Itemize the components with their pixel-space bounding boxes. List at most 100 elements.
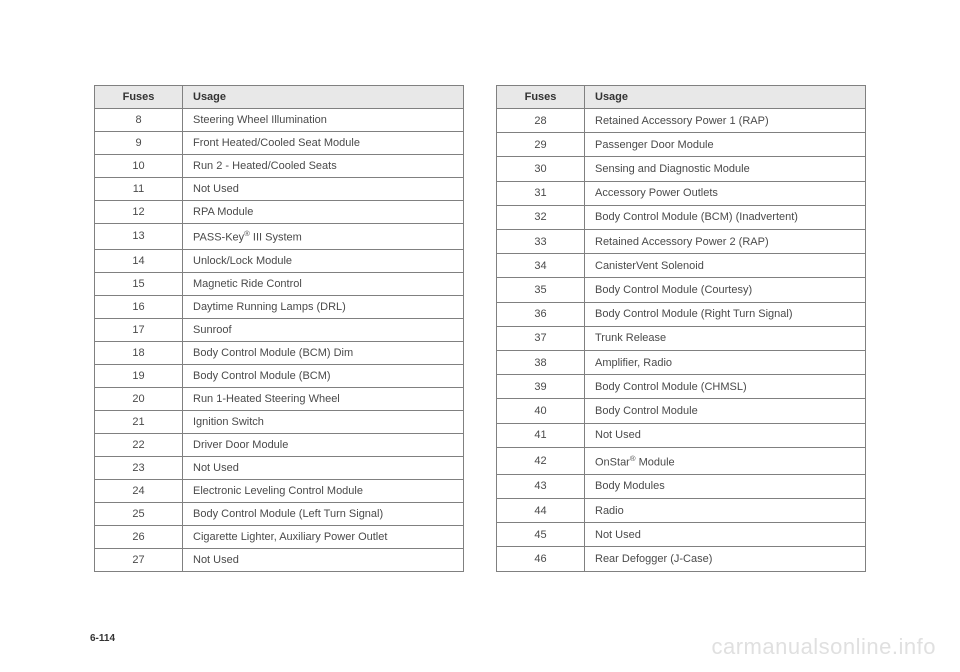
fuse-usage-cell: Retained Accessory Power 1 (RAP) — [585, 109, 866, 133]
fuse-number-cell: 28 — [497, 109, 585, 133]
table-row: 20Run 1-Heated Steering Wheel — [95, 387, 464, 410]
fuse-usage-cell: Radio — [585, 499, 866, 523]
tables-container: Fuses Usage 8Steering Wheel Illumination… — [90, 85, 870, 572]
fuse-number-cell: 26 — [95, 525, 183, 548]
header-fuses: Fuses — [497, 86, 585, 109]
table-row: 19Body Control Module (BCM) — [95, 364, 464, 387]
fuse-number-cell: 23 — [95, 456, 183, 479]
table-row: 13PASS-Key® III System — [95, 224, 464, 250]
fuse-number-cell: 14 — [95, 249, 183, 272]
table-row: 8Steering Wheel Illumination — [95, 109, 464, 132]
fuse-usage-cell: Body Control Module (BCM) — [183, 364, 464, 387]
fuse-usage-cell: Body Control Module (BCM) (Inadvertent) — [585, 205, 866, 229]
fuse-number-cell: 10 — [95, 155, 183, 178]
fuse-usage-cell: Body Control Module — [585, 399, 866, 423]
fuse-usage-cell: Driver Door Module — [183, 433, 464, 456]
fuse-number-cell: 15 — [95, 272, 183, 295]
watermark: carmanualsonline.info — [711, 634, 936, 660]
fuse-number-cell: 40 — [497, 399, 585, 423]
fuse-number-cell: 18 — [95, 341, 183, 364]
header-usage: Usage — [585, 86, 866, 109]
table-row: 41Not Used — [497, 423, 866, 447]
table-row: 24Electronic Leveling Control Module — [95, 479, 464, 502]
fuse-number-cell: 30 — [497, 157, 585, 181]
table-row: 29Passenger Door Module — [497, 133, 866, 157]
table-row: 35Body Control Module (Courtesy) — [497, 278, 866, 302]
page-number: 6-114 — [90, 633, 115, 644]
fuse-usage-cell: Not Used — [585, 523, 866, 547]
fuse-usage-cell: Front Heated/Cooled Seat Module — [183, 132, 464, 155]
fuse-number-cell: 41 — [497, 423, 585, 447]
table-row: 27Not Used — [95, 548, 464, 571]
fuse-number-cell: 29 — [497, 133, 585, 157]
fuse-number-cell: 24 — [95, 479, 183, 502]
fuse-number-cell: 11 — [95, 178, 183, 201]
fuse-number-cell: 37 — [497, 326, 585, 350]
table-row: 43Body Modules — [497, 474, 866, 498]
fuse-number-cell: 35 — [497, 278, 585, 302]
fuses-table-left: Fuses Usage 8Steering Wheel Illumination… — [94, 85, 464, 572]
fuse-usage-cell: Not Used — [183, 456, 464, 479]
fuse-number-cell: 16 — [95, 295, 183, 318]
table-header-row: Fuses Usage — [497, 86, 866, 109]
fuse-usage-cell: CanisterVent Solenoid — [585, 254, 866, 278]
fuse-number-cell: 17 — [95, 318, 183, 341]
fuses-table-right: Fuses Usage 28Retained Accessory Power 1… — [496, 85, 866, 572]
table-row: 42OnStar® Module — [497, 447, 866, 474]
table-row: 30Sensing and Diagnostic Module — [497, 157, 866, 181]
header-fuses: Fuses — [95, 86, 183, 109]
table-row: 11Not Used — [95, 178, 464, 201]
table-row: 16Daytime Running Lamps (DRL) — [95, 295, 464, 318]
fuse-usage-cell: OnStar® Module — [585, 447, 866, 474]
table-row: 44Radio — [497, 499, 866, 523]
fuse-number-cell: 34 — [497, 254, 585, 278]
table-row: 22Driver Door Module — [95, 433, 464, 456]
table-row: 31Accessory Power Outlets — [497, 181, 866, 205]
fuse-number-cell: 9 — [95, 132, 183, 155]
fuse-usage-cell: Body Modules — [585, 474, 866, 498]
fuse-number-cell: 38 — [497, 351, 585, 375]
fuse-usage-cell: Run 2 - Heated/Cooled Seats — [183, 155, 464, 178]
fuse-usage-cell: Accessory Power Outlets — [585, 181, 866, 205]
fuse-number-cell: 12 — [95, 201, 183, 224]
fuse-number-cell: 42 — [497, 447, 585, 474]
table-row: 12RPA Module — [95, 201, 464, 224]
table-row: 23Not Used — [95, 456, 464, 479]
table-row: 26Cigarette Lighter, Auxiliary Power Out… — [95, 525, 464, 548]
fuse-usage-cell: Body Control Module (Courtesy) — [585, 278, 866, 302]
fuse-usage-cell: Retained Accessory Power 2 (RAP) — [585, 230, 866, 254]
fuse-usage-cell: Ignition Switch — [183, 410, 464, 433]
fuse-usage-cell: Daytime Running Lamps (DRL) — [183, 295, 464, 318]
fuse-usage-cell: Not Used — [183, 178, 464, 201]
fuse-usage-cell: Cigarette Lighter, Auxiliary Power Outle… — [183, 525, 464, 548]
fuse-usage-cell: Sensing and Diagnostic Module — [585, 157, 866, 181]
fuse-number-cell: 21 — [95, 410, 183, 433]
fuse-usage-cell: Sunroof — [183, 318, 464, 341]
fuse-number-cell: 20 — [95, 387, 183, 410]
fuse-usage-cell: Electronic Leveling Control Module — [183, 479, 464, 502]
table-row: 32Body Control Module (BCM) (Inadvertent… — [497, 205, 866, 229]
table-row: 39Body Control Module (CHMSL) — [497, 375, 866, 399]
fuse-usage-cell: PASS-Key® III System — [183, 224, 464, 250]
table-row: 37Trunk Release — [497, 326, 866, 350]
table-row: 40Body Control Module — [497, 399, 866, 423]
fuse-usage-cell: Not Used — [183, 548, 464, 571]
table-row: 36Body Control Module (Right Turn Signal… — [497, 302, 866, 326]
fuse-usage-cell: Steering Wheel Illumination — [183, 109, 464, 132]
table-row: 15Magnetic Ride Control — [95, 272, 464, 295]
fuse-number-cell: 31 — [497, 181, 585, 205]
table-row: 33Retained Accessory Power 2 (RAP) — [497, 230, 866, 254]
fuse-number-cell: 19 — [95, 364, 183, 387]
fuse-usage-cell: Run 1-Heated Steering Wheel — [183, 387, 464, 410]
fuse-number-cell: 36 — [497, 302, 585, 326]
table-row: 34CanisterVent Solenoid — [497, 254, 866, 278]
table-right-body: 28Retained Accessory Power 1 (RAP)29Pass… — [497, 109, 866, 572]
fuse-usage-cell: Body Control Module (CHMSL) — [585, 375, 866, 399]
fuse-number-cell: 8 — [95, 109, 183, 132]
fuse-usage-cell: Body Control Module (Left Turn Signal) — [183, 502, 464, 525]
fuse-usage-cell: RPA Module — [183, 201, 464, 224]
table-row: 38Amplifier, Radio — [497, 351, 866, 375]
fuse-number-cell: 22 — [95, 433, 183, 456]
table-row: 10Run 2 - Heated/Cooled Seats — [95, 155, 464, 178]
fuse-usage-cell: Trunk Release — [585, 326, 866, 350]
